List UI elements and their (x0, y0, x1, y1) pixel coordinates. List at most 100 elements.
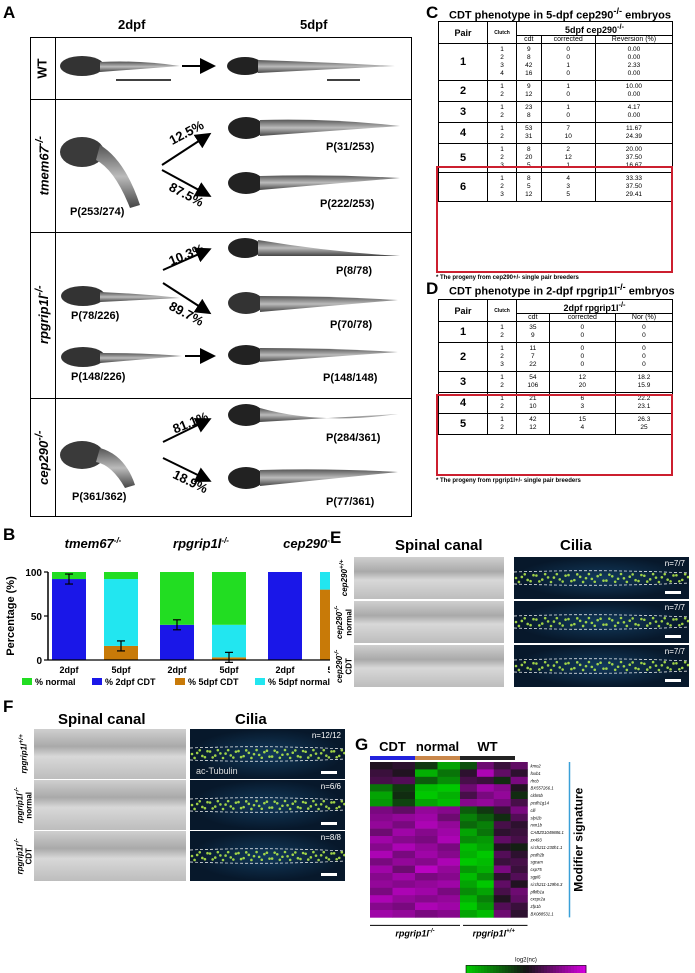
cilia-dot (573, 578, 576, 582)
cilia-dot (301, 749, 305, 753)
heat-cell (493, 791, 511, 800)
cell-rev: 18.2 15.9 (614, 371, 674, 393)
cilia-image: n=12/12 ac-Tubulin (190, 729, 345, 779)
scale-step (520, 965, 524, 973)
cell-value: 1 (500, 83, 504, 90)
cell-value: 0 (642, 324, 646, 331)
group-label: normal (416, 740, 459, 754)
canal-outline (190, 848, 345, 852)
cell-value: 7 (566, 125, 570, 132)
cilia-dot (330, 852, 333, 855)
canal-outline (190, 860, 345, 864)
cilia-dot (643, 618, 646, 622)
cell-value: 22.2 (637, 395, 651, 402)
cilia-dot (651, 660, 655, 664)
cilia-dot (265, 800, 269, 804)
cilia-dot (660, 663, 664, 667)
heat-cell (476, 784, 495, 792)
cilia-dot (211, 807, 214, 810)
cilia-dot (640, 617, 643, 621)
heat-cell (392, 873, 416, 881)
cilia-dot (570, 667, 573, 671)
cilia-dot (213, 856, 217, 859)
heat-cell (392, 791, 416, 800)
cilia-dot (654, 576, 658, 579)
cell-cdt: 35 9 (516, 321, 550, 343)
table-d-title: CDT phenotype in 2-dpf rpgrip1l-/- embry… (449, 282, 675, 298)
table-row: 6 1 2 3 8 5 12 4 3 5 33.33 37.50 29.41 (438, 172, 674, 202)
table-row: 1 1 2 35 9 0 0 0 0 (438, 321, 674, 343)
scale-step (544, 965, 548, 973)
heat-cell (392, 836, 416, 844)
cilia-dot (535, 618, 538, 621)
cilia-dot (683, 572, 687, 576)
cilia-signal (514, 614, 689, 630)
cilia-dot (578, 663, 582, 667)
cilia-dot (666, 578, 669, 581)
heat-cell (476, 902, 495, 911)
col-c3: Reversion (%) (594, 35, 674, 44)
cilia-dot (643, 662, 646, 666)
col-5dpf-label: 5dpf (300, 17, 328, 32)
cilia-dot (540, 578, 544, 581)
cilia-dot (593, 624, 597, 628)
cilia-dot (672, 574, 675, 577)
heat-cell (437, 910, 461, 918)
pair-cell: 5 (438, 143, 488, 173)
pair-cell: 4 (438, 122, 488, 144)
cilia-dot (672, 618, 675, 621)
cilia-dot (552, 620, 556, 623)
heat-cell (510, 850, 528, 859)
pair-cell: 3 (438, 371, 488, 393)
table-d: Pair Clutch 2dpf rpgrip1l-/- cdt corrected No… (438, 299, 674, 435)
heat-cell (460, 843, 478, 852)
cell-cdt: 11 7 22 (516, 342, 550, 372)
stain-label: ac-Tubulin (196, 766, 238, 776)
cilia-dot (193, 858, 196, 862)
cilia-dot (616, 577, 620, 581)
cilia-dot (543, 616, 547, 620)
cell-rev: 0.00 0.00 2.33 0.00 (594, 43, 674, 81)
cilia-dot (573, 622, 576, 626)
cell-value: 4 (500, 70, 504, 77)
heat-cell (437, 843, 461, 852)
cilia-dot (268, 857, 271, 860)
cilia-dot (203, 806, 207, 810)
cell-value: 0 (642, 345, 646, 352)
heat-cell (510, 887, 528, 896)
cilia-dot (242, 805, 245, 809)
heat-cell (460, 873, 478, 881)
cilia-dot (337, 856, 341, 860)
cell-value: 11.67 (626, 125, 642, 132)
cilia-dot (564, 662, 567, 665)
scale-step (487, 965, 491, 973)
heat-cell (460, 828, 478, 837)
cilia-dot (549, 624, 553, 628)
cilia-dot (273, 851, 276, 854)
cilia-dot (657, 668, 661, 672)
canal-outline (190, 746, 345, 750)
y-axis-label: Percentage (%) (5, 576, 17, 656)
cilia-dot (237, 851, 240, 855)
canal-outline (190, 758, 345, 762)
cilia-dot (239, 857, 243, 861)
heat-cell (415, 902, 438, 911)
scale-bar (321, 873, 337, 876)
heat-cell (437, 821, 461, 829)
scale-step (523, 965, 527, 973)
y-tick-label: 50 (31, 612, 43, 623)
cell-value: 20 (525, 154, 533, 161)
heat-cell (415, 895, 438, 903)
cilia-dot (335, 755, 338, 759)
cell-cdt: 8 20 5 (516, 143, 542, 173)
heat-cell (460, 865, 478, 874)
cell-value: 21 (529, 395, 537, 402)
cilia-dot (255, 748, 258, 752)
col-pair: Pair (438, 21, 488, 44)
heat-cell (437, 769, 461, 778)
cilia-dot (252, 803, 256, 807)
p-cep290-down: P(77/361) (326, 496, 375, 508)
heat-cell (437, 887, 461, 896)
cilia-dot (286, 803, 289, 807)
